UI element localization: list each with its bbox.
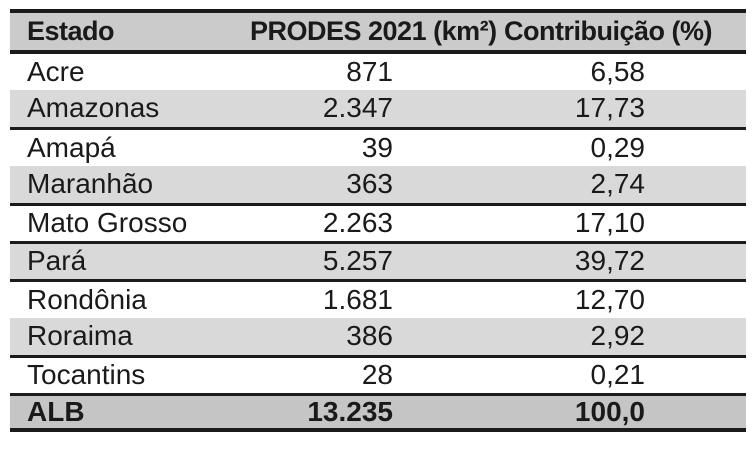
cell-estado: Pará — [10, 242, 250, 282]
total-row-contribution-value: 100,0 — [470, 394, 746, 430]
cell-estado: Tocantins — [10, 356, 250, 396]
cell-prodes-km2: 386 — [250, 318, 470, 358]
cell-prodes-km2: 5.257 — [250, 242, 470, 282]
table-row: Acre 871 6,58 — [10, 52, 746, 90]
table-row: Amapá 39 0,29 — [10, 128, 746, 166]
table-wrapper: Estado PRODES 2021 (km²) Contribuição (%… — [10, 9, 746, 432]
cell-prodes-km2: 39 — [361, 131, 393, 163]
cell-contribution: 2,92 — [470, 318, 746, 358]
cell-contribution: 0,21 — [470, 356, 746, 396]
cell-prodes-km2: 1.681 — [322, 283, 393, 315]
table-footer: ALB 13.235 100,0 — [10, 394, 746, 430]
total-row-alb: ALB 13.235 100,0 — [10, 394, 746, 430]
cell-estado: Rondônia — [27, 283, 147, 315]
cell-prodes-km2: 2.263 — [250, 204, 470, 244]
table-row: Mato Grosso 2.263 17,10 — [10, 204, 746, 244]
column-header-estado: Estado — [10, 11, 250, 54]
cell-prodes-km2: 28 — [250, 356, 470, 396]
cell-contribution: 17,10 — [470, 204, 746, 244]
cell-contribution: 12,70 — [574, 283, 645, 315]
cell-estado: Mato Grosso — [10, 204, 250, 244]
cell-prodes-km2: 363 — [250, 166, 470, 206]
cell-contribution: 2,74 — [470, 166, 746, 206]
cell-estado: Roraima — [10, 318, 250, 358]
cell-contribution: 0,29 — [590, 131, 646, 163]
table-header: Estado PRODES 2021 (km²) Contribuição (%… — [10, 11, 746, 54]
cell-estado: Amapá — [27, 131, 116, 163]
cell-prodes-km2: 2.347 — [250, 90, 470, 130]
header-row: Estado PRODES 2021 (km²) Contribuição (%… — [10, 11, 746, 54]
cell-estado: Maranhão — [10, 166, 250, 206]
table-row: Roraima 386 2,92 — [10, 318, 746, 358]
cell-contribution: 6,58 — [590, 56, 646, 87]
prodes-deforestation-table: Estado PRODES 2021 (km²) Contribuição (%… — [10, 9, 746, 432]
column-header-contribuicao-pct: Contribuição (%) — [470, 11, 746, 54]
cell-estado: Amazonas — [10, 90, 250, 130]
table-row: Rondônia 1.681 12,70 — [10, 280, 746, 318]
total-row-km2-value: 13.235 — [250, 394, 470, 430]
cell-contribution: 39,72 — [470, 242, 746, 282]
table-row: Pará 5.257 39,72 — [10, 242, 746, 282]
table-row: Maranhão 363 2,74 — [10, 166, 746, 206]
table-row: Amazonas 2.347 17,73 — [10, 90, 746, 130]
column-header-prodes-2021-km2: PRODES 2021 (km²) — [250, 11, 497, 54]
total-row-label: ALB — [10, 394, 250, 430]
cell-estado: Acre — [27, 56, 85, 87]
table-row: Tocantins 28 0,21 — [10, 356, 746, 396]
cell-prodes-km2: 871 — [346, 56, 393, 87]
cell-contribution: 17,73 — [470, 90, 746, 130]
table-body: Acre 871 6,58 Amazonas 2.347 17,73 Amapá… — [10, 52, 746, 396]
